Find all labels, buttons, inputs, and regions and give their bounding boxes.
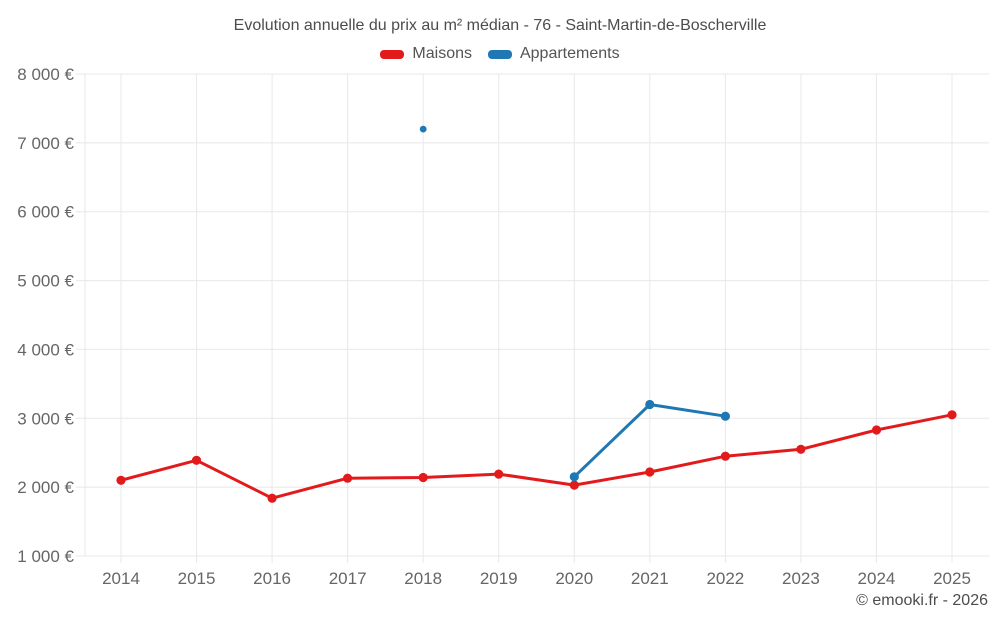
x-tick-label: 2019 bbox=[480, 569, 518, 588]
x-tick-label: 2020 bbox=[555, 569, 593, 588]
chart-legend: Maisons Appartements bbox=[0, 45, 1000, 63]
y-tick-label: 7 000 € bbox=[17, 134, 74, 153]
legend-item-appartements[interactable]: Appartements bbox=[487, 45, 620, 63]
maisons-color-swatch bbox=[380, 49, 405, 59]
appartements-color-swatch bbox=[487, 49, 512, 59]
point-maisons-2024[interactable] bbox=[871, 425, 882, 435]
x-tick-label: 2016 bbox=[253, 569, 291, 588]
y-tick-label: 1 000 € bbox=[17, 547, 74, 566]
point-maisons-2014[interactable] bbox=[116, 475, 126, 485]
point-maisons-2018[interactable] bbox=[418, 472, 428, 483]
y-tick-label: 2 000 € bbox=[17, 478, 74, 497]
x-tick-label: 2023 bbox=[782, 569, 820, 588]
point-maisons-2016[interactable] bbox=[267, 493, 277, 503]
y-tick-label: 4 000 € bbox=[17, 340, 74, 359]
legend-item-maisons[interactable]: Maisons bbox=[380, 45, 472, 63]
y-tick-label: 3 000 € bbox=[17, 409, 74, 428]
y-tick-label: 6 000 € bbox=[17, 203, 74, 222]
point-appartements-2018[interactable] bbox=[419, 125, 427, 133]
point-appartements-2020[interactable] bbox=[569, 472, 579, 482]
legend-label-maisons: Maisons bbox=[412, 45, 472, 62]
x-tick-label: 2015 bbox=[178, 569, 216, 588]
point-maisons-2022[interactable] bbox=[720, 451, 731, 461]
point-maisons-2023[interactable] bbox=[796, 444, 806, 454]
x-tick-label: 2022 bbox=[706, 569, 744, 588]
point-appartements-2021[interactable] bbox=[645, 399, 655, 410]
point-maisons-2025[interactable] bbox=[947, 410, 957, 420]
chart-title: Evolution annuelle du prix au m² médian … bbox=[233, 17, 767, 34]
x-tick-label: 2021 bbox=[631, 569, 669, 588]
y-tick-label: 8 000 € bbox=[17, 65, 74, 84]
y-tick-label: 5 000 € bbox=[17, 272, 74, 291]
x-tick-label: 2014 bbox=[102, 569, 140, 588]
footer-credit: © emooki.fr - 2026 bbox=[856, 592, 988, 609]
series-line-maisons bbox=[119, 413, 954, 500]
point-maisons-2019[interactable] bbox=[494, 469, 504, 479]
point-maisons-2017[interactable] bbox=[343, 473, 353, 483]
x-tick-label: 2025 bbox=[933, 569, 971, 588]
legend-label-appartements: Appartements bbox=[519, 45, 620, 62]
point-maisons-2015[interactable] bbox=[191, 455, 202, 465]
point-maisons-2021[interactable] bbox=[645, 467, 655, 477]
point-maisons-2020[interactable] bbox=[569, 480, 579, 490]
point-appartements-2022[interactable] bbox=[720, 411, 731, 421]
x-tick-label: 2017 bbox=[329, 569, 367, 588]
x-tick-label: 2024 bbox=[858, 569, 896, 588]
x-tick-label: 2018 bbox=[404, 569, 442, 588]
